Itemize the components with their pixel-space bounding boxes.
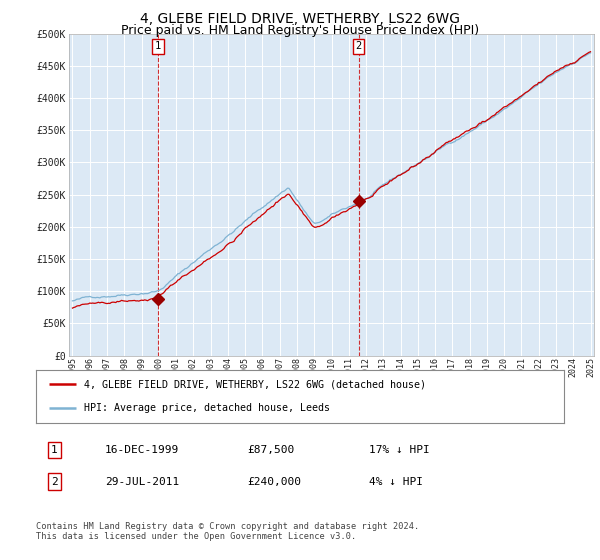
- Text: Price paid vs. HM Land Registry's House Price Index (HPI): Price paid vs. HM Land Registry's House …: [121, 24, 479, 36]
- Text: £87,500: £87,500: [247, 445, 295, 455]
- Text: 1: 1: [155, 41, 161, 52]
- Text: HPI: Average price, detached house, Leeds: HPI: Average price, detached house, Leed…: [83, 403, 329, 413]
- Text: 1: 1: [51, 445, 58, 455]
- Text: Contains HM Land Registry data © Crown copyright and database right 2024.
This d: Contains HM Land Registry data © Crown c…: [36, 522, 419, 542]
- Text: 29-JUL-2011: 29-JUL-2011: [104, 477, 179, 487]
- Text: £240,000: £240,000: [247, 477, 301, 487]
- Text: 16-DEC-1999: 16-DEC-1999: [104, 445, 179, 455]
- Text: 17% ↓ HPI: 17% ↓ HPI: [368, 445, 430, 455]
- Text: 4% ↓ HPI: 4% ↓ HPI: [368, 477, 422, 487]
- Text: 4, GLEBE FIELD DRIVE, WETHERBY, LS22 6WG: 4, GLEBE FIELD DRIVE, WETHERBY, LS22 6WG: [140, 12, 460, 26]
- Text: 4, GLEBE FIELD DRIVE, WETHERBY, LS22 6WG (detached house): 4, GLEBE FIELD DRIVE, WETHERBY, LS22 6WG…: [83, 380, 425, 390]
- Text: 2: 2: [51, 477, 58, 487]
- Text: 2: 2: [355, 41, 362, 52]
